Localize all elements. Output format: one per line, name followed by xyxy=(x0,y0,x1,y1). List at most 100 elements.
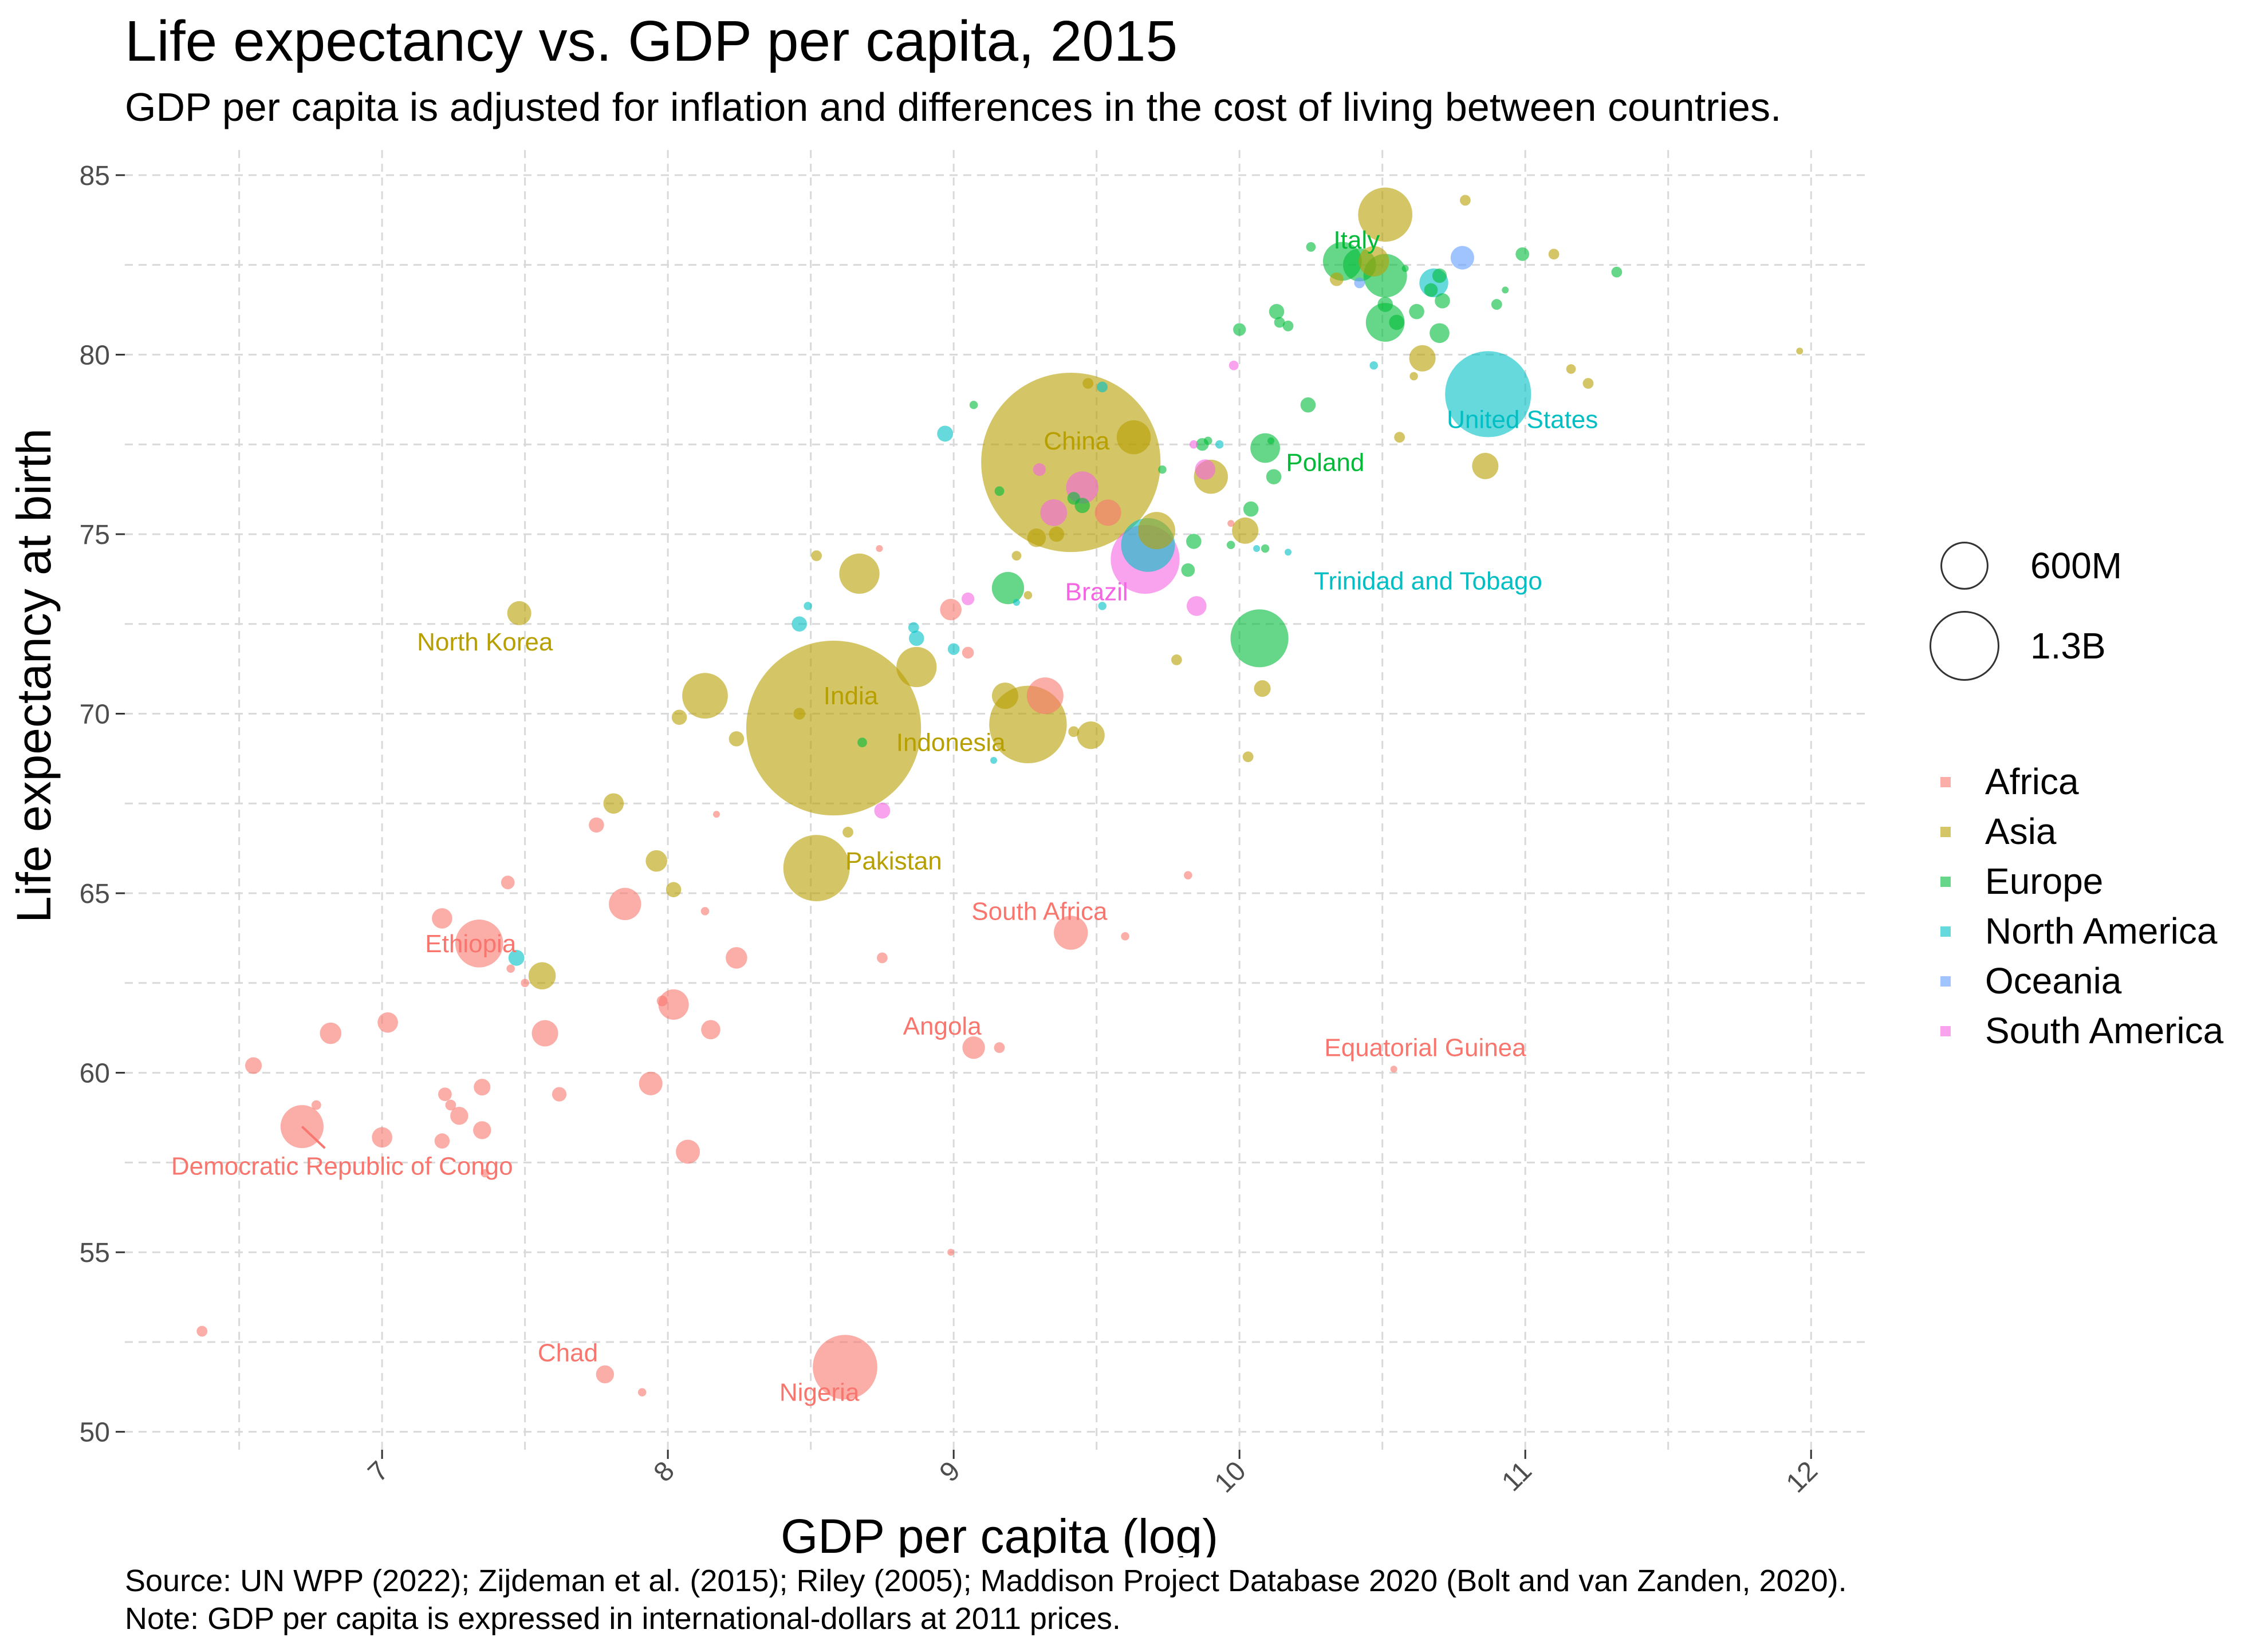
data-point-asia xyxy=(1796,348,1804,355)
data-point-europe xyxy=(1186,534,1202,549)
data-point-africa xyxy=(245,1057,262,1074)
data-point-north-america xyxy=(1013,599,1020,606)
data-point-europe xyxy=(1226,541,1235,550)
data-point-asia xyxy=(1472,452,1499,479)
data-point-africa xyxy=(962,1036,985,1059)
data-point-south-america xyxy=(1186,596,1207,616)
grid-lines xyxy=(125,150,1868,1450)
country-label: Angola xyxy=(903,1012,982,1040)
data-point-asia xyxy=(1116,420,1151,455)
data-point-europe xyxy=(1432,268,1447,283)
data-point-north-america xyxy=(1097,381,1108,393)
data-point-oceania xyxy=(1450,246,1474,270)
legend-entry-label: Europe xyxy=(1985,861,2103,902)
data-point-europe xyxy=(1266,469,1282,484)
data-point-africa xyxy=(473,1121,491,1139)
data-point-europe xyxy=(1491,299,1502,310)
data-point-north-america xyxy=(1253,545,1261,553)
data-point-asia xyxy=(666,882,682,898)
country-label: South Africa xyxy=(971,897,1108,925)
legend: 600M 1.3B Africa Asia Europe North America Oce… xyxy=(1930,542,2224,1051)
data-point-north-america xyxy=(804,602,812,610)
data-point-asia xyxy=(842,827,853,838)
x-tick-label: 12 xyxy=(1781,1455,1824,1498)
data-point-europe xyxy=(1282,320,1294,332)
data-point-asia xyxy=(783,835,850,902)
country-label: Poland xyxy=(1286,449,1364,477)
x-tick-label: 10 xyxy=(1209,1455,1252,1498)
data-point-europe xyxy=(1158,465,1167,474)
data-point-africa xyxy=(726,947,747,969)
x-tick-label: 9 xyxy=(934,1455,966,1488)
chart-footer: Source: UN WPP (2022); Zijdeman et al. (… xyxy=(125,1562,1847,1638)
data-point-asia xyxy=(1171,654,1182,665)
data-point-africa xyxy=(1390,1066,1397,1073)
data-point-europe xyxy=(1401,265,1409,272)
data-point-north-america xyxy=(1098,602,1107,610)
data-point-europe xyxy=(991,571,1025,605)
country-label: India xyxy=(824,682,879,710)
data-point-africa xyxy=(434,1133,450,1149)
data-point-asia xyxy=(603,793,624,814)
y-tick-label: 85 xyxy=(80,161,110,191)
data-point-europe xyxy=(1261,544,1270,553)
data-point-asia xyxy=(1077,721,1105,749)
data-point-europe xyxy=(1230,609,1289,668)
data-point-africa xyxy=(1121,932,1129,941)
data-point-europe xyxy=(1365,303,1405,342)
legend-swatch xyxy=(1940,1026,1951,1036)
data-point-africa xyxy=(481,1169,490,1178)
y-tick-label: 70 xyxy=(80,700,110,730)
data-point-africa xyxy=(813,1335,877,1400)
country-label: Democratic Republic of Congo xyxy=(171,1153,513,1181)
data-point-asia xyxy=(1254,680,1271,697)
data-point-asia xyxy=(645,850,667,872)
data-point-asia xyxy=(991,683,1018,709)
size-legend-circle xyxy=(1940,542,1989,590)
data-point-north-america xyxy=(1284,549,1292,556)
data-point-asia xyxy=(1068,726,1080,737)
x-tick-label: 11 xyxy=(1496,1455,1538,1497)
legend-entry-label: Asia xyxy=(1985,811,2057,852)
data-point-europe xyxy=(1300,397,1316,413)
data-point-africa xyxy=(701,1020,720,1040)
country-label: North Korea xyxy=(417,628,553,656)
data-point-africa xyxy=(589,817,604,833)
data-point-africa xyxy=(676,1139,700,1164)
data-point-south-america xyxy=(1033,463,1046,476)
data-point-north-america xyxy=(937,425,954,442)
data-point-africa xyxy=(962,646,974,659)
legend-entry-label: Africa xyxy=(1985,761,2079,802)
data-point-north-america xyxy=(1215,440,1224,449)
data-point-oceania xyxy=(1354,277,1365,289)
data-point-europe xyxy=(994,486,1005,496)
legend-swatch xyxy=(1940,976,1951,987)
data-point-asia xyxy=(793,708,805,720)
data-point-africa xyxy=(445,1099,456,1111)
data-point-africa xyxy=(596,1365,615,1384)
data-point-europe xyxy=(857,737,867,748)
data-point-europe xyxy=(1274,317,1285,328)
legend-entry-label: South America xyxy=(1985,1010,2224,1051)
data-point-africa xyxy=(506,964,515,973)
data-point-north-america xyxy=(947,643,960,655)
data-point-south-america xyxy=(1228,360,1239,370)
data-point-africa xyxy=(639,1071,663,1095)
data-point-africa xyxy=(712,811,720,818)
data-point-asia xyxy=(1329,272,1344,286)
data-point-africa xyxy=(432,908,452,929)
data-point-asia xyxy=(811,550,822,561)
legend-entry-label: North America xyxy=(1985,910,2218,952)
data-point-europe xyxy=(1269,303,1285,319)
y-tick-label: 50 xyxy=(80,1418,110,1448)
y-tick-label: 80 xyxy=(80,340,110,370)
data-point-africa xyxy=(637,1388,647,1396)
data-point-africa xyxy=(531,1020,558,1047)
data-point-europe xyxy=(969,400,978,409)
data-point-asia xyxy=(1548,248,1560,260)
data-point-asia xyxy=(1358,187,1412,242)
data-point-africa xyxy=(1054,916,1088,950)
country-label: United States xyxy=(1447,405,1598,433)
data-point-asia xyxy=(729,731,745,747)
data-point-north-america xyxy=(908,630,924,646)
